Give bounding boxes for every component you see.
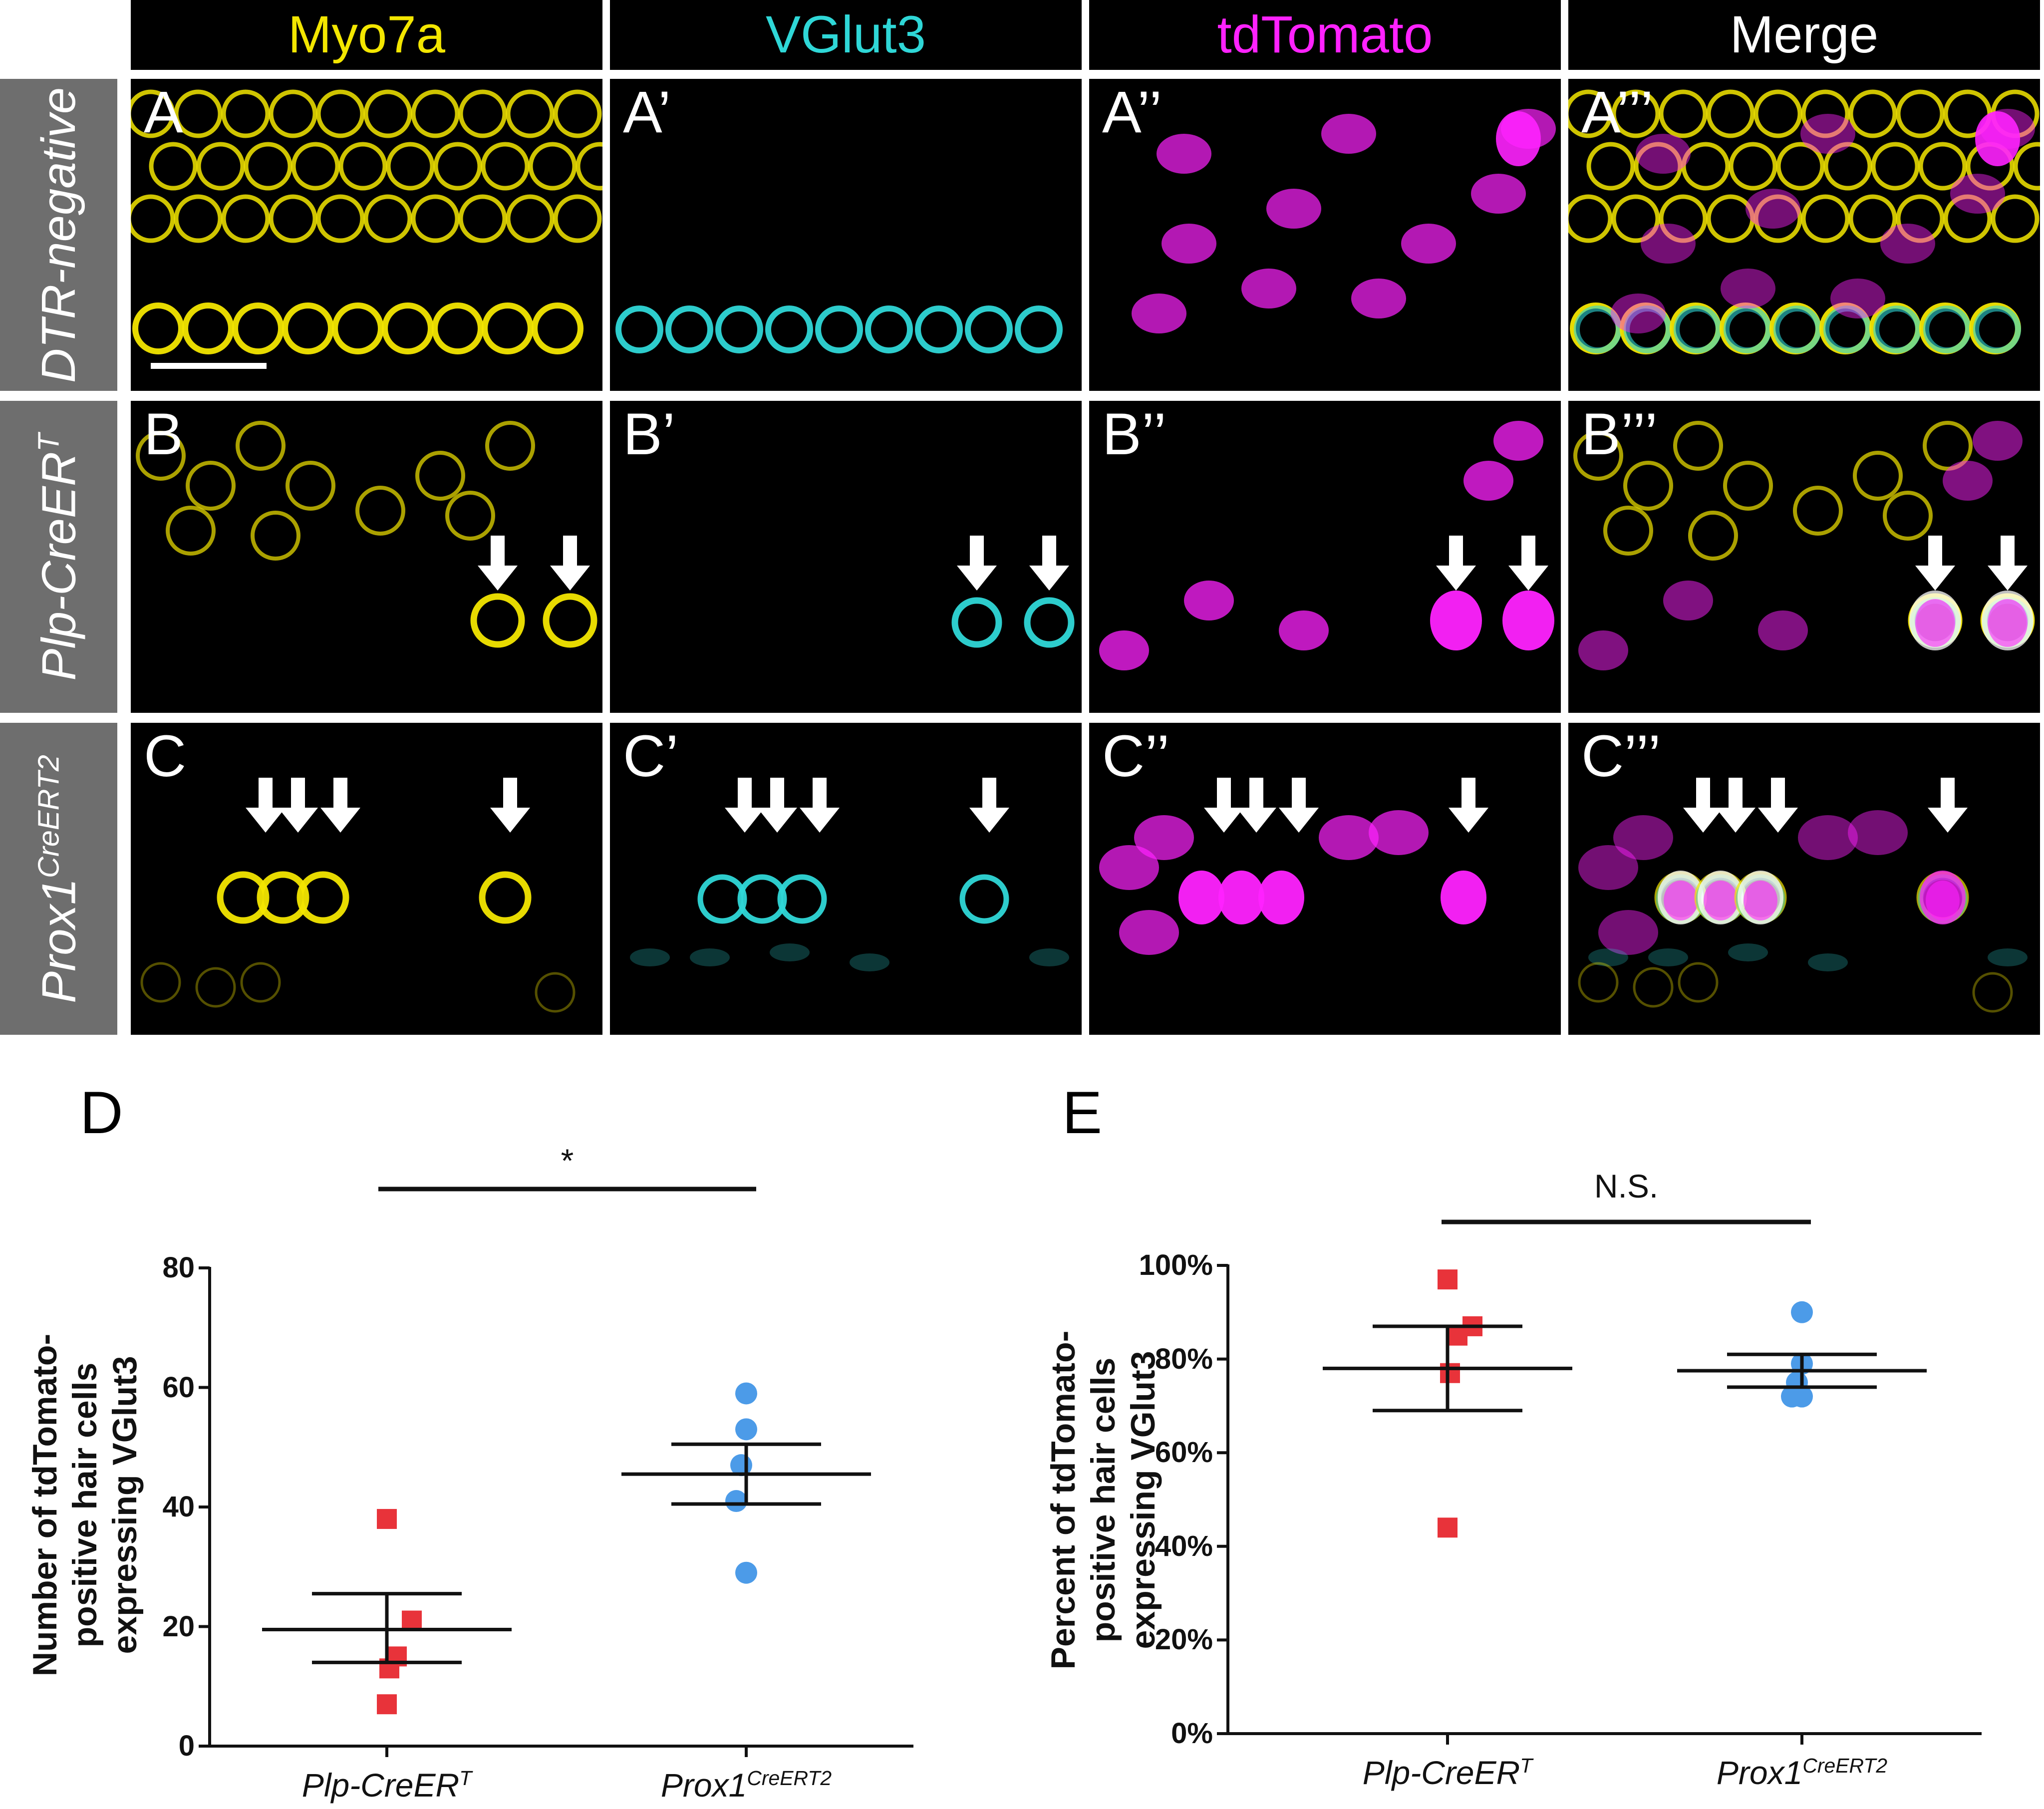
x-tick-label-main: Prox1 bbox=[1717, 1754, 1802, 1791]
y-tick-label: 0% bbox=[1128, 1719, 1213, 1749]
y-axis-label: Percent of tdTomato-positive hair cells e… bbox=[1043, 1331, 1163, 1670]
chart-plot bbox=[0, 0, 2044, 1809]
x-tick-label: Plp-CreERT bbox=[1363, 1754, 1532, 1792]
y-tick-label: 100% bbox=[1128, 1250, 1213, 1280]
figure: Myo7a VGlut3 tdTomato Merge DTR-negative… bbox=[0, 0, 2044, 1809]
significance-label: N.S. bbox=[1594, 1167, 1658, 1205]
y-axis-label-line: expressing VGlut3 bbox=[1123, 1331, 1163, 1670]
y-axis-label-line: Percent of tdTomato- bbox=[1043, 1331, 1083, 1670]
y-axis-label-line: positive hair cells bbox=[1083, 1331, 1123, 1670]
x-tick-label-sup: CreERT2 bbox=[1802, 1754, 1887, 1777]
data-point bbox=[1438, 1517, 1458, 1537]
data-point bbox=[1448, 1326, 1467, 1346]
data-point bbox=[1791, 1301, 1813, 1323]
x-tick-label-sup: T bbox=[1520, 1754, 1532, 1777]
data-point bbox=[1440, 1363, 1460, 1383]
data-point bbox=[1438, 1269, 1458, 1289]
x-tick-label: Prox1CreERT2 bbox=[1717, 1754, 1887, 1792]
x-tick-label-main: Plp-CreER bbox=[1363, 1754, 1520, 1791]
